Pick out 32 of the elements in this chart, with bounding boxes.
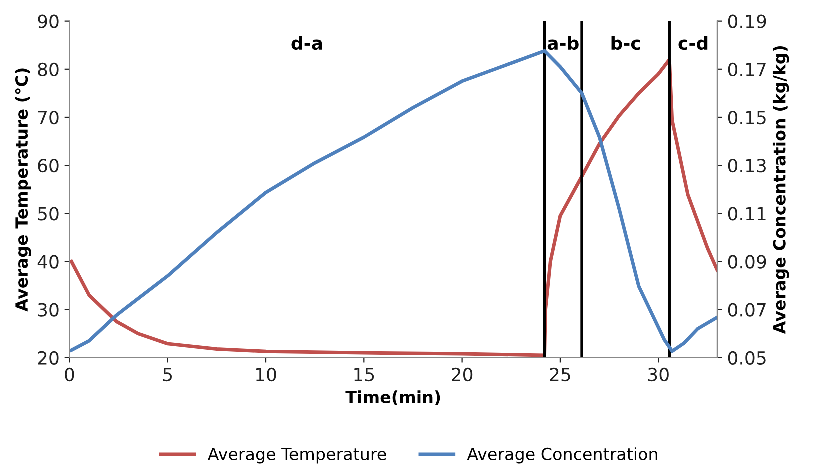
y2-tick-label: 0.09 [728, 255, 766, 269]
y2-tick-label: 0.17 [728, 62, 766, 77]
y-tick-label: 80 [38, 62, 59, 77]
y2-tick-label: 0.07 [728, 303, 766, 317]
x-tick-label: 5 [164, 368, 172, 382]
x-tick-label: 30 [648, 368, 669, 382]
annotation: a-b [548, 36, 579, 50]
y-tick-label: 40 [38, 255, 59, 269]
y-tick-label: 60 [38, 159, 59, 173]
y2-tick-label: 0.05 [728, 351, 766, 365]
x-axis-title: Time(min) [346, 390, 440, 406]
x-tick-label: 10 [256, 368, 276, 382]
y-axis-title: Average Temperature (°C) [15, 68, 32, 312]
y-tick-label: 30 [38, 303, 59, 317]
annotation: d-a [292, 36, 322, 50]
y-tick-label: 50 [38, 207, 59, 221]
y2-tick-label: 0.11 [728, 207, 766, 221]
x-tick-label: 20 [452, 368, 473, 382]
annotation: c-d [678, 36, 708, 50]
y2-tick-label: 0.15 [728, 110, 766, 125]
y-tick-label: 20 [38, 351, 59, 365]
y2-tick-label: 0.19 [728, 14, 766, 28]
y2-tick-label: 0.13 [728, 159, 766, 173]
legend-label: Average Temperature [208, 448, 386, 464]
x-tick-label: 15 [354, 368, 374, 382]
y-tick-label: 70 [38, 110, 59, 125]
y-tick-label: 90 [38, 14, 59, 28]
x-tick-label: 0 [65, 368, 74, 382]
y2-axis-title: Average Concentration (kg/kg) [772, 46, 790, 334]
x-tick-label: 25 [550, 368, 570, 382]
annotation: b-c [612, 36, 640, 50]
legend-label: Average Concentration [467, 448, 658, 464]
